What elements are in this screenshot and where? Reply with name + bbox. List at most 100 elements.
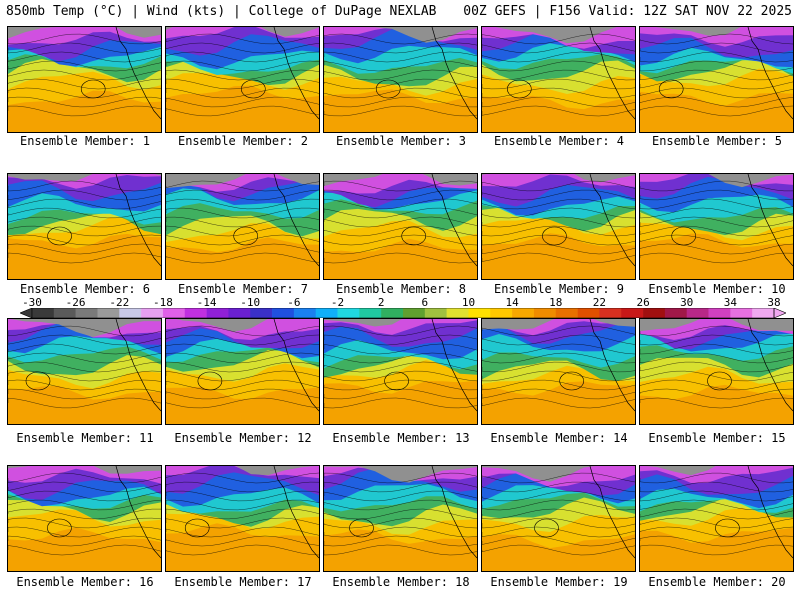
wind-contour: [8, 180, 161, 192]
wind-contour: [482, 325, 635, 337]
colorbar-tick-label: -14: [196, 296, 217, 309]
temperature-band: [324, 319, 477, 327]
wind-contour: [166, 69, 319, 81]
wind-contour: [482, 517, 635, 529]
wind-contour: [640, 361, 793, 373]
ensemble-member-map: [639, 318, 794, 425]
wind-contour: [324, 472, 477, 484]
wind-contour: [482, 60, 635, 72]
colorbar-swatch: [119, 308, 142, 318]
wind-contour: [640, 51, 793, 63]
colorbar-swatch: [184, 308, 207, 318]
temperature-band: [324, 174, 477, 187]
temperature-wind-map: [166, 466, 319, 559]
colorbar-swatch: [359, 308, 382, 318]
colorbar-swatch: [315, 308, 338, 318]
coastline: [431, 27, 477, 120]
wind-contour: [166, 352, 319, 364]
colorbar-tick-label: 22: [592, 296, 607, 309]
wind-contour: [166, 517, 319, 529]
wind-contour: [166, 207, 319, 219]
coastline: [589, 174, 635, 267]
closed-contour: [47, 518, 72, 538]
wind-contour: [482, 397, 635, 409]
wind-contour: [8, 189, 161, 201]
colorbar-tick-label: 14: [505, 296, 519, 309]
ensemble-member-map: [323, 26, 478, 133]
colorbar-swatch: [403, 308, 426, 318]
wind-contour: [324, 334, 477, 346]
wind-contour: [640, 397, 793, 409]
closed-contour: [401, 226, 426, 246]
closed-contour: [25, 371, 51, 391]
colorbar-tick-label: 38: [767, 296, 781, 309]
wind-contour: [166, 189, 319, 201]
ensemble-member-map: [481, 318, 636, 425]
temperature-wind-map: [324, 27, 477, 120]
wind-contour: [482, 334, 635, 346]
colorbar-tick-label: -30: [22, 296, 42, 309]
coastline: [431, 319, 477, 412]
colorbar-swatch: [686, 308, 709, 318]
wind-contour: [482, 216, 635, 228]
wind-contour: [482, 180, 635, 192]
wind-contour: [166, 334, 319, 346]
colorbar-tick-label: -2: [330, 296, 345, 309]
map-title: 850mb Temp (°C) | Wind (kts) | College o…: [6, 4, 437, 19]
temperature-band: [8, 27, 161, 39]
wind-contour: [640, 379, 793, 391]
wind-contour: [166, 60, 319, 72]
closed-contour: [197, 371, 223, 391]
wind-contour: [324, 51, 477, 63]
wind-contour: [640, 544, 793, 556]
wind-contour: [324, 198, 477, 210]
wind-contour: [166, 33, 319, 45]
wind-contour: [640, 499, 793, 511]
colorbar-tick-label: -6: [287, 296, 301, 309]
closed-contour: [233, 226, 258, 246]
wind-contour: [8, 105, 161, 117]
wind-contour: [166, 87, 319, 99]
wind-contour: [8, 481, 161, 493]
wind-contour: [640, 189, 793, 201]
temperature-wind-map: [482, 319, 635, 412]
ensemble-member-label: Ensemble Member: 6: [19, 282, 151, 296]
temperature-band: [324, 27, 477, 43]
colorbar-tick-label: -10: [240, 296, 261, 309]
closed-contour: [384, 371, 409, 391]
wind-contour: [640, 243, 793, 255]
ensemble-member-map: [165, 173, 320, 280]
temperature-wind-map: [166, 319, 319, 412]
wind-contour: [640, 481, 793, 493]
wind-contour: [8, 234, 161, 246]
wind-contour: [324, 225, 477, 237]
wind-contour: [166, 51, 319, 63]
temperature-wind-map: [640, 27, 793, 120]
wind-contour: [324, 234, 477, 246]
colorbar-tick-label: -26: [65, 296, 86, 309]
ensemble-member-map: [639, 173, 794, 280]
wind-contour: [482, 87, 635, 99]
wind-contour: [324, 69, 477, 81]
ensemble-member-label: Ensemble Member: 8: [335, 282, 467, 296]
ensemble-member-label: Ensemble Member: 3: [335, 134, 467, 148]
wind-contour: [640, 96, 793, 108]
wind-contour: [166, 508, 319, 520]
wind-contour: [640, 535, 793, 547]
closed-contour: [506, 79, 532, 99]
wind-contour: [324, 397, 477, 409]
temperature-colorbar: [20, 308, 786, 318]
closed-contour: [47, 226, 72, 246]
closed-contour: [241, 79, 266, 99]
closed-contour: [542, 226, 567, 246]
wind-contour: [482, 343, 635, 355]
wind-contour: [640, 343, 793, 355]
wind-contour: [640, 526, 793, 538]
wind-contour: [8, 216, 161, 228]
temperature-band: [482, 466, 635, 482]
wind-contour: [166, 397, 319, 409]
temperature-wind-map: [324, 174, 477, 267]
colorbar-swatch: [468, 308, 491, 318]
wind-contour: [640, 490, 793, 502]
temperature-band: [166, 319, 319, 332]
